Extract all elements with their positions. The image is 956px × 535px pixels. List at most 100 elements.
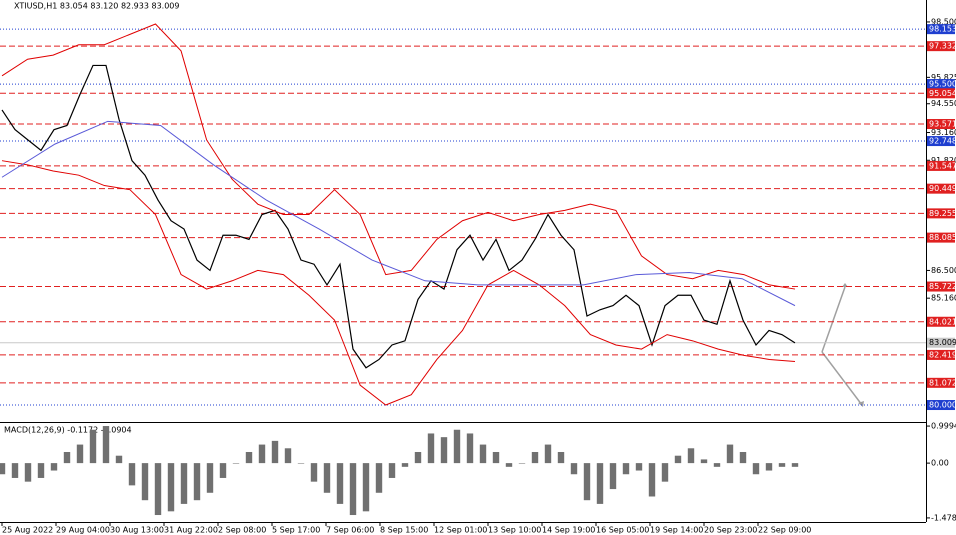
macd-bar [76,444,84,464]
y-tick-label: 98.500 [931,17,956,26]
macd-bar [349,463,357,516]
macd-bar [258,444,266,464]
x-tick-label: 14 Sep 19:00 [542,526,595,535]
x-tick-label: 8 Sep 15:00 [380,526,428,535]
macd-bar [765,463,773,471]
level-box [927,24,955,35]
level-tag: 95.500 [927,79,956,90]
level-label: 90.449 [929,184,956,193]
level-label: 83.009 [929,338,956,347]
y-tick-label: 95.825 [931,73,956,82]
level-tag: 93.571 [927,119,956,130]
y-tick-label: 0.9994 [931,422,956,431]
macd-bar [102,426,110,464]
macd-bar [310,463,318,482]
macd-bar [453,429,461,464]
x-tick-label: 13 Sep 10:00 [488,526,541,535]
macd-bar [687,448,695,464]
x-tick-label: 25 Aug 2022 [2,526,53,535]
y-tick-label: 86.500 [931,266,956,275]
macd-bar [167,463,175,512]
level-label: 98.153 [929,25,956,34]
level-tag: 85.722 [927,281,956,292]
level-box [927,88,955,99]
series-line [1,160,796,406]
macd-bar [531,451,539,464]
x-tick-label: 31 Aug 22:00 [164,526,218,535]
macd-bar [440,437,448,464]
macd-bar [362,463,370,512]
macd-bar [128,463,136,486]
level-box [927,183,955,194]
macd-bar [570,463,578,475]
level-label: 93.571 [929,120,956,129]
level-label: 80.000 [929,401,956,410]
series-line [1,120,796,307]
x-tick-label: 12 Sep 01:00 [434,526,487,535]
macd-bar [24,463,32,482]
level-box [927,281,955,292]
macd-bar [557,451,565,464]
level-box [927,119,955,130]
macd-bar [115,455,123,464]
macd-bar [180,463,188,504]
price-header: XTIUSD,H1 83.054 83.120 82.933 83.009 [14,2,179,11]
y-tick-label: 0.00 [931,459,949,468]
y-tick-label: -1.478 [931,513,956,522]
level-box [927,136,955,147]
x-tick-label: 2 Sep 08:00 [218,526,266,535]
macd-bar [0,463,6,475]
macd-bar [89,429,97,464]
level-box [927,337,955,348]
projection-arrow [821,286,846,353]
level-box [927,232,955,243]
macd-header: MACD(12,26,9) -0.1172 -0.0904 [4,426,132,435]
level-tag: 88.085 [927,232,956,243]
x-tick-label: 29 Aug 04:00 [56,526,110,535]
level-label: 82.419 [929,350,956,359]
level-box [927,349,955,360]
arrow-head [842,283,848,287]
macd-bar [11,463,19,478]
macd-bar [518,463,526,464]
macd-bar [479,444,487,464]
macd-bar [297,463,305,464]
macd-bar [700,459,708,464]
level-tag: 81.072 [927,377,956,388]
macd-bar [596,463,604,504]
level-box [927,41,955,52]
series-line [1,23,796,290]
level-tag: 92.748 [927,136,956,147]
x-tick-label: 16 Sep 05:00 [596,526,649,535]
level-label: 95.054 [929,89,956,98]
macd-bar [401,463,409,467]
macd-bar [193,463,201,501]
x-tick-label: 5 Sep 17:00 [272,526,320,535]
level-tag: 84.021 [927,316,956,327]
macd-bar [505,463,513,467]
macd-bar [635,463,643,471]
macd-bar [739,451,747,464]
level-tag: 90.449 [927,183,956,194]
macd-bar [791,463,799,467]
macd-bar [752,463,760,475]
level-tag: 82.419 [927,349,956,360]
macd-bar [206,463,214,493]
level-tag: 98.153 [927,24,956,35]
level-tag: 89.255 [927,208,956,219]
macd-bar [713,463,721,467]
level-label: 84.021 [929,317,956,326]
series-line [1,64,796,369]
x-tick-label: 22 Sep 09:00 [758,526,811,535]
macd-bar [245,451,253,464]
macd-bar [466,433,474,464]
y-tick-label: 91.820 [931,156,956,165]
macd-bar [50,463,58,471]
macd-bar [492,451,500,464]
macd-bar [661,463,669,482]
level-tag: 80.000 [927,400,956,411]
level-label: 85.722 [929,282,956,291]
plot-background [0,0,926,535]
level-box [927,79,955,90]
